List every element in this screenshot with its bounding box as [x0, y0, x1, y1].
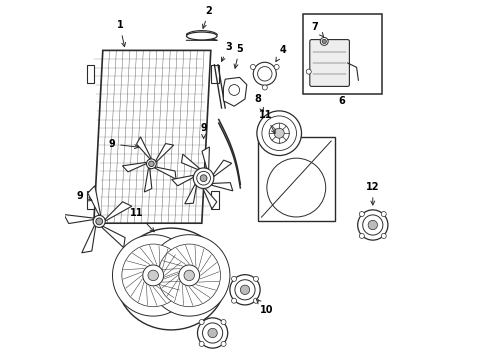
Circle shape: [358, 210, 388, 240]
Circle shape: [232, 276, 237, 282]
Text: 9: 9: [108, 139, 139, 149]
Ellipse shape: [117, 228, 226, 330]
Circle shape: [274, 64, 279, 69]
Bar: [211, 65, 219, 83]
Polygon shape: [88, 186, 100, 215]
Circle shape: [93, 215, 105, 228]
Circle shape: [306, 69, 311, 74]
Text: 3: 3: [221, 42, 232, 61]
Text: 8: 8: [254, 94, 264, 112]
Circle shape: [381, 233, 386, 238]
Polygon shape: [202, 147, 209, 169]
Circle shape: [359, 233, 365, 238]
Circle shape: [197, 171, 210, 185]
Bar: [87, 191, 94, 209]
Circle shape: [229, 85, 240, 95]
Bar: [258, 137, 335, 221]
Polygon shape: [155, 167, 176, 179]
Circle shape: [96, 218, 102, 225]
Bar: [87, 65, 94, 83]
Circle shape: [381, 212, 386, 217]
Polygon shape: [137, 137, 151, 159]
Polygon shape: [82, 226, 96, 253]
Circle shape: [148, 235, 230, 316]
Circle shape: [200, 175, 207, 181]
Circle shape: [158, 244, 220, 307]
Circle shape: [322, 39, 326, 44]
Circle shape: [147, 159, 156, 169]
Circle shape: [253, 298, 258, 303]
Bar: [303, 14, 382, 94]
Circle shape: [194, 168, 214, 188]
Text: 9: 9: [200, 123, 207, 139]
Circle shape: [199, 320, 204, 325]
Polygon shape: [185, 184, 196, 204]
Polygon shape: [64, 215, 94, 224]
Circle shape: [320, 37, 328, 45]
Text: 10: 10: [257, 300, 273, 315]
Text: 6: 6: [339, 96, 345, 107]
Circle shape: [148, 270, 158, 281]
Circle shape: [368, 220, 377, 230]
Circle shape: [253, 62, 276, 85]
Circle shape: [197, 318, 228, 348]
Ellipse shape: [187, 32, 217, 40]
Text: 11: 11: [259, 110, 275, 134]
Circle shape: [230, 275, 260, 305]
Polygon shape: [172, 175, 194, 186]
Text: 11: 11: [130, 208, 154, 232]
Bar: [211, 191, 219, 209]
Text: 1: 1: [117, 20, 125, 46]
Circle shape: [199, 341, 204, 346]
Circle shape: [235, 280, 255, 300]
Circle shape: [143, 265, 164, 286]
Circle shape: [257, 111, 301, 156]
Text: 12: 12: [366, 182, 380, 205]
Circle shape: [274, 128, 284, 138]
Text: 7: 7: [312, 22, 323, 37]
Circle shape: [253, 276, 258, 282]
Circle shape: [202, 323, 222, 343]
Circle shape: [258, 67, 272, 81]
Polygon shape: [214, 160, 232, 176]
Text: 5: 5: [234, 44, 243, 68]
Circle shape: [359, 212, 365, 217]
Circle shape: [232, 298, 237, 303]
Circle shape: [363, 215, 383, 235]
Circle shape: [240, 285, 250, 294]
Polygon shape: [181, 154, 199, 170]
Text: 9: 9: [76, 191, 92, 201]
Polygon shape: [156, 144, 173, 162]
Polygon shape: [212, 183, 233, 191]
Polygon shape: [203, 189, 217, 209]
Polygon shape: [145, 168, 152, 192]
Circle shape: [262, 116, 296, 150]
Circle shape: [179, 265, 199, 286]
Circle shape: [269, 123, 289, 143]
Circle shape: [250, 64, 255, 69]
FancyBboxPatch shape: [310, 40, 349, 86]
Polygon shape: [122, 162, 147, 172]
Circle shape: [221, 341, 226, 346]
Text: 2: 2: [202, 6, 212, 28]
Text: 4: 4: [276, 45, 286, 62]
Polygon shape: [223, 77, 247, 106]
Circle shape: [122, 244, 185, 307]
Circle shape: [184, 270, 195, 281]
Polygon shape: [102, 226, 125, 248]
Circle shape: [148, 161, 154, 167]
Polygon shape: [105, 202, 132, 221]
Polygon shape: [94, 50, 211, 223]
Circle shape: [221, 320, 226, 325]
Circle shape: [262, 85, 268, 90]
Circle shape: [113, 235, 194, 316]
Circle shape: [208, 328, 217, 338]
